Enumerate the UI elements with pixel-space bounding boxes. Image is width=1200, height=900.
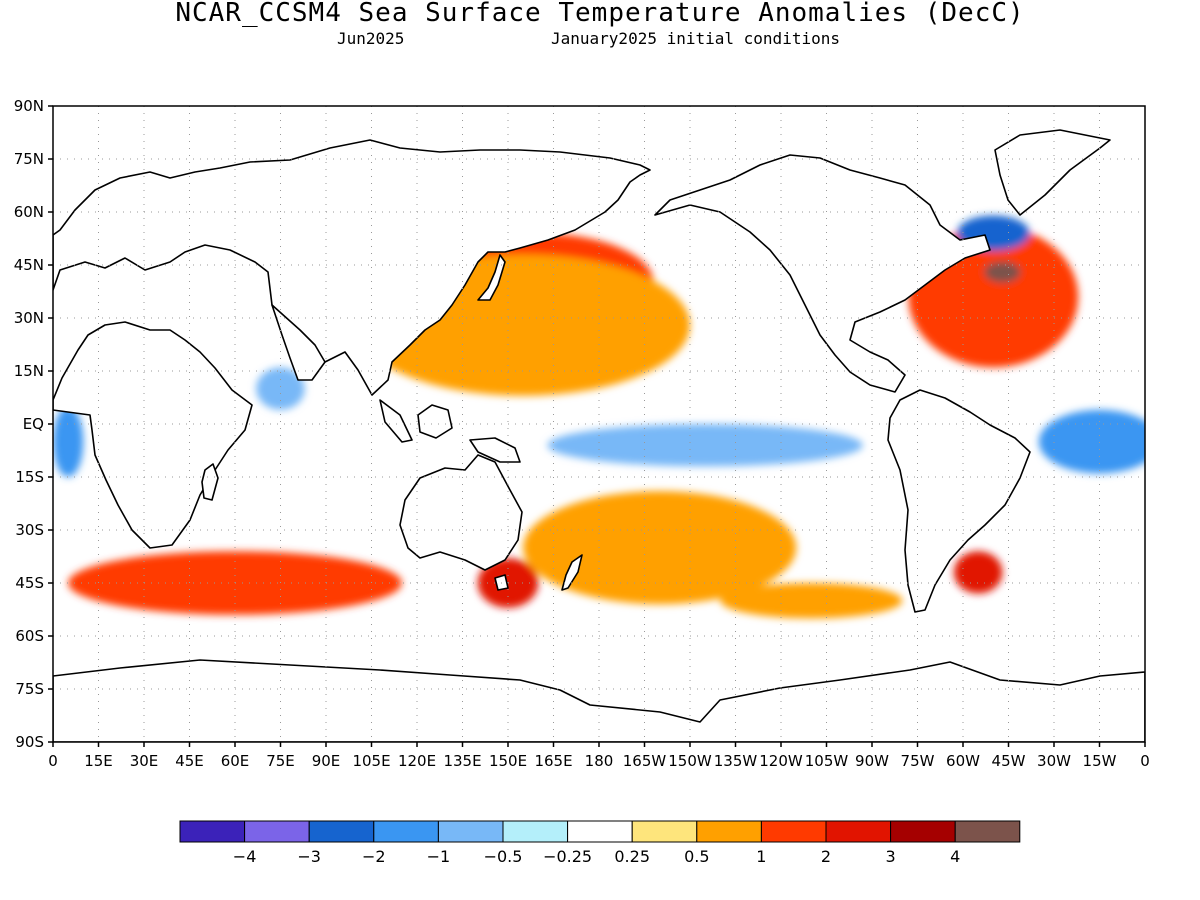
borneo-land xyxy=(417,404,453,439)
eurasia-land xyxy=(53,139,651,396)
colorbar-swatch xyxy=(631,820,698,843)
colorbar-swatch xyxy=(696,820,762,843)
lon-label: 30E xyxy=(130,752,159,770)
colorbar-swatch xyxy=(308,820,375,843)
anomaly-equatorial-pacific-cool xyxy=(547,424,863,467)
lon-label: 90E xyxy=(312,752,341,770)
colorbar-label: −1 xyxy=(427,847,451,866)
greenland-land xyxy=(994,129,1111,216)
anomaly-southeast-pacific-warm xyxy=(720,583,903,619)
lat-label: 75N xyxy=(14,150,44,168)
lon-label: 165W xyxy=(623,752,667,770)
lon-label: 105E xyxy=(352,752,390,770)
lon-label: 45W xyxy=(992,752,1026,770)
india-land xyxy=(271,304,326,381)
south-america-land xyxy=(887,389,1031,613)
lon-label: 135E xyxy=(443,752,481,770)
lat-label: EQ xyxy=(23,415,44,433)
lon-label: 135W xyxy=(714,752,758,770)
forecast-month: Jun2025 xyxy=(337,29,405,48)
map-title: NCAR_CCSM4 Sea Surface Temperature Anoma… xyxy=(175,0,1025,28)
anomaly-arabian-sea-cool xyxy=(256,367,305,410)
lon-label: 45E xyxy=(175,752,204,770)
lon-label: 90W xyxy=(855,752,889,770)
lon-label: 15E xyxy=(84,752,113,770)
lat-label: 90N xyxy=(14,97,44,115)
lon-label: 180 xyxy=(585,752,614,770)
colorbar-swatch xyxy=(179,820,246,843)
australia-land xyxy=(399,454,523,571)
graticule xyxy=(53,106,1145,742)
sumatra-land xyxy=(379,399,413,443)
lon-label: 75W xyxy=(901,752,935,770)
colorbar-label: 3 xyxy=(886,847,896,866)
lat-label: 90S xyxy=(15,733,44,751)
lon-label: 150E xyxy=(489,752,527,770)
colorbar-label: −4 xyxy=(233,847,257,866)
colorbar-label: −0.5 xyxy=(484,847,523,866)
anomaly-south-pacific-warm xyxy=(523,491,797,605)
anomaly-gulf-stream-core xyxy=(984,261,1021,283)
lon-label: 120W xyxy=(759,752,803,770)
new-zealand-land xyxy=(561,554,583,591)
colorbar-label: 2 xyxy=(821,847,831,866)
colorbar-swatch xyxy=(502,820,569,843)
lon-label: 105W xyxy=(805,752,849,770)
lon-label: 15W xyxy=(1083,752,1117,770)
lon-label: 60W xyxy=(946,752,980,770)
lon-label: 0 xyxy=(48,752,58,770)
japan-land xyxy=(477,254,506,301)
colorbar-swatch xyxy=(825,820,892,843)
colorbar-label: 4 xyxy=(950,847,960,866)
colorbar-swatch xyxy=(954,820,1021,843)
africa-land xyxy=(53,321,253,549)
madagascar-land xyxy=(201,463,219,501)
lat-label: 75S xyxy=(15,680,44,698)
lat-label: 30N xyxy=(14,309,44,327)
colorbar-label: 0.5 xyxy=(684,847,709,866)
lat-label: 30S xyxy=(15,521,44,539)
lon-label: 165E xyxy=(534,752,572,770)
colorbar-swatch xyxy=(760,820,827,843)
anomaly-equatorial-atlantic-cool xyxy=(1038,409,1145,474)
lon-label: 0 xyxy=(1140,752,1150,770)
lon-label: 150W xyxy=(668,752,712,770)
lat-label: 60N xyxy=(14,203,44,221)
lat-label: 45N xyxy=(14,256,44,274)
lon-label: 120E xyxy=(398,752,436,770)
lat-label: 60S xyxy=(15,627,44,645)
colorbar: −4 −3 −2 −1 −0.5 −0.25 0.25 0.5 1 2 3 4 xyxy=(179,820,1021,866)
colorbar-swatch xyxy=(373,820,439,843)
colorbar-label: 1 xyxy=(756,847,766,866)
anomaly-gulf-of-guinea-cool xyxy=(53,406,84,477)
colorbar-label: −0.25 xyxy=(543,847,592,866)
colorbar-swatch xyxy=(567,820,633,843)
lon-label: 30W xyxy=(1037,752,1071,770)
lat-label: 15N xyxy=(14,362,44,380)
lat-label: 15S xyxy=(15,468,44,486)
lat-label: 45S xyxy=(15,574,44,592)
colorbar-label: 0.25 xyxy=(614,847,650,866)
colorbar-swatch xyxy=(890,820,956,843)
lon-label: 75E xyxy=(266,752,295,770)
colorbar-label: −3 xyxy=(297,847,321,866)
north-america-land xyxy=(654,154,991,393)
colorbar-swatch xyxy=(244,820,310,843)
anomaly-brazil-malvinas-warm xyxy=(953,551,1003,594)
colorbar-label: −2 xyxy=(362,847,386,866)
lon-label: 60E xyxy=(221,752,250,770)
colorbar-swatch xyxy=(437,820,504,843)
initial-conditions: January2025 initial conditions xyxy=(551,29,840,48)
